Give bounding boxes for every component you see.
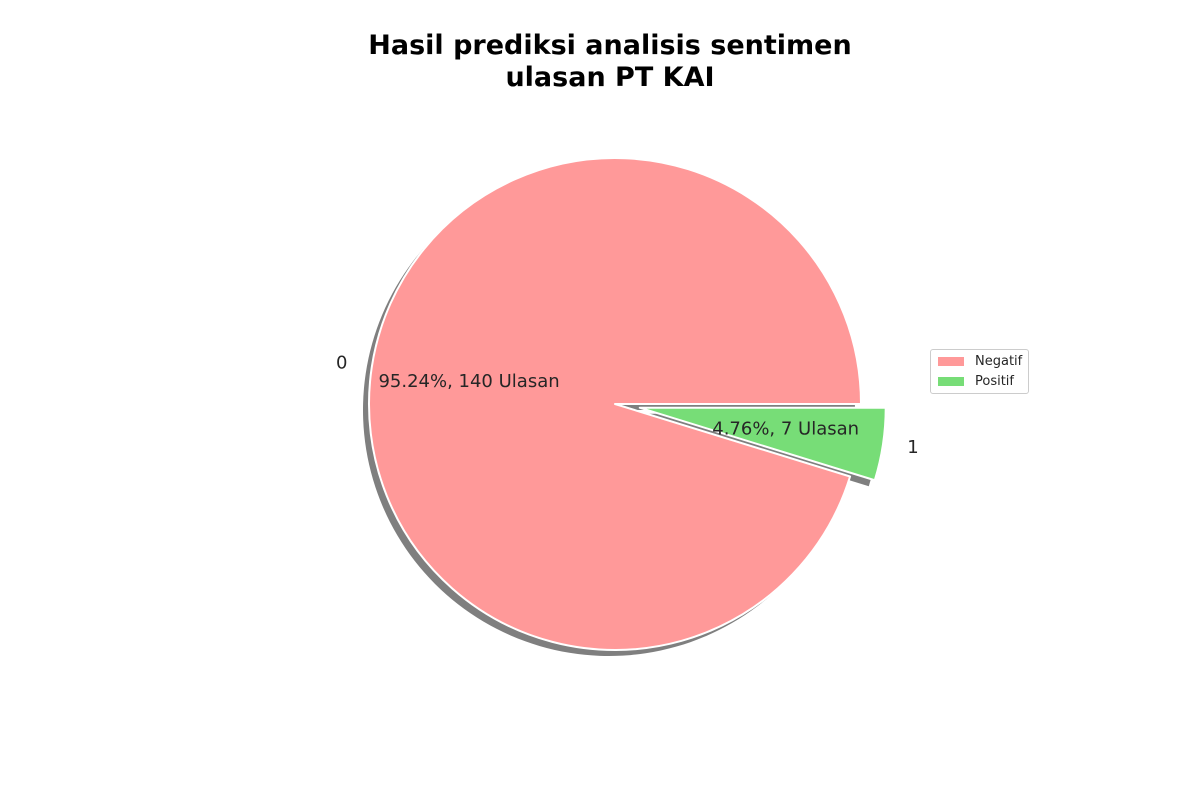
pie-labels: 0 95.24%, 140 Ulasan 1 4.76%, 7 Ulasan <box>336 353 919 458</box>
pie-category-label-positif: 1 <box>907 437 918 458</box>
legend-label-negatif: Negatif <box>975 353 1023 369</box>
chart-legend: Negatif Positif <box>930 349 1029 394</box>
chart-title: Hasil prediksi analisis sentimen ulasan … <box>0 30 1200 94</box>
chart-title-line-1: Hasil prediksi analisis sentimen <box>368 30 852 61</box>
pie-slices <box>368 157 887 652</box>
legend-item-negatif: Negatif <box>938 353 1022 369</box>
pie-slice-positif <box>638 406 887 482</box>
pie-category-label-negatif: 0 <box>336 353 347 374</box>
legend-item-positif: Positif <box>938 373 1014 389</box>
pie-percent-label-negatif: 95.24%, 140 Ulasan <box>378 371 559 392</box>
pie-percent-label-positif: 4.76%, 7 Ulasan <box>712 419 859 440</box>
legend-label-positif: Positif <box>975 373 1014 389</box>
legend-swatch-positif <box>938 376 964 386</box>
chart-title-line-2: ulasan PT KAI <box>505 62 715 93</box>
pie-slice-negatif <box>368 157 862 652</box>
legend-swatch-negatif <box>938 356 964 366</box>
